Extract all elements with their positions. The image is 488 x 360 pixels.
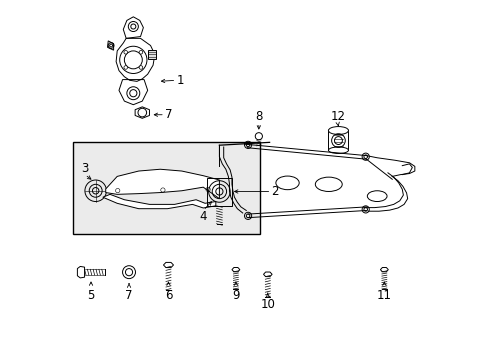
Text: 3: 3 (81, 162, 88, 175)
Text: 7: 7 (164, 108, 172, 121)
Bar (328, 131, 348, 150)
Text: 10: 10 (260, 298, 275, 311)
Bar (206, 178, 231, 206)
Text: 5: 5 (87, 289, 95, 302)
Polygon shape (105, 169, 219, 199)
Circle shape (139, 66, 142, 69)
Circle shape (123, 66, 127, 69)
Text: 12: 12 (329, 110, 345, 123)
Ellipse shape (328, 147, 348, 153)
Text: 11: 11 (376, 289, 391, 302)
Circle shape (139, 50, 142, 54)
Text: 2: 2 (271, 185, 278, 198)
Circle shape (123, 50, 127, 54)
Text: 8: 8 (255, 110, 262, 123)
Polygon shape (102, 194, 215, 209)
Text: 9: 9 (232, 289, 239, 302)
Text: 6: 6 (164, 289, 172, 302)
Bar (147, 50, 155, 59)
Bar (73, 142, 259, 234)
Text: 1: 1 (176, 74, 183, 87)
Text: 4: 4 (199, 211, 206, 224)
Text: 7: 7 (125, 289, 133, 302)
Ellipse shape (328, 127, 348, 134)
